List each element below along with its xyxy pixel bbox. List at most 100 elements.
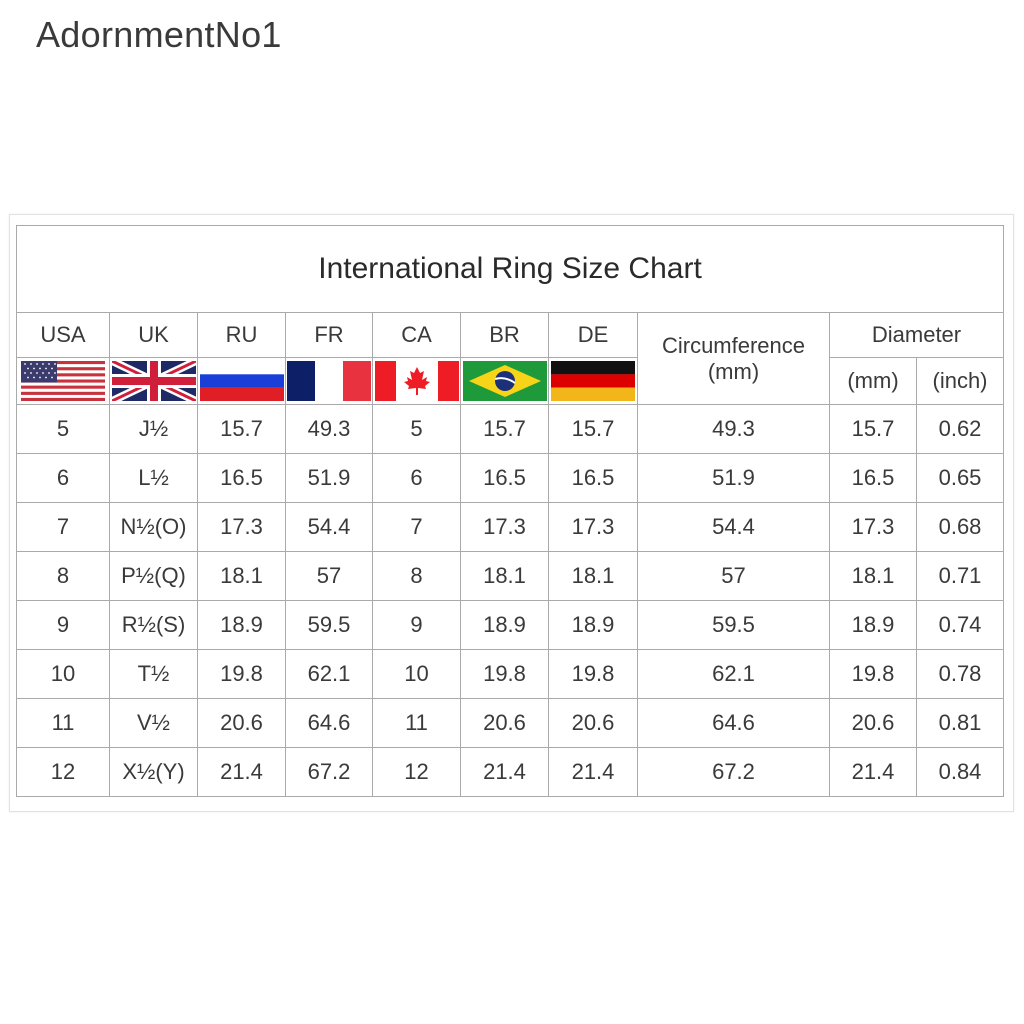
- cell-diameter-mm: 19.8: [829, 649, 917, 699]
- diameter-inch-header: (inch): [915, 357, 1005, 405]
- circumference-unit: (mm): [707, 358, 760, 384]
- cell-br: 16.5: [460, 453, 549, 503]
- table-row: 11 V½ 20.6 64.6 11 20.6 20.6 64.6 20.6 0.81: [16, 698, 1005, 748]
- brazil-flag-icon: [460, 357, 549, 405]
- cell-circumference-mm: 49.3: [637, 404, 830, 454]
- table-row: 8 P½(Q) 18.1 57 8 18.1 18.1 57 18.1 0.71: [16, 551, 1005, 601]
- cell-ru: 19.8: [197, 649, 286, 699]
- cell-de: 21.4: [548, 747, 638, 797]
- cell-ru: 21.4: [197, 747, 286, 797]
- header-uk: UK: [109, 312, 198, 358]
- cell-ca: 5: [372, 404, 461, 454]
- table-row: 5 J½ 15.7 49.3 5 15.7 15.7 49.3 15.7 0.62: [16, 404, 1005, 454]
- cell-diameter-mm: 15.7: [829, 404, 917, 454]
- cell-fr: 57: [285, 551, 373, 601]
- cell-circumference-mm: 62.1: [637, 649, 830, 699]
- cell-diameter-mm: 20.6: [829, 698, 917, 748]
- header-de: DE: [548, 312, 638, 358]
- cell-de: 19.8: [548, 649, 638, 699]
- cell-usa: 11: [16, 698, 110, 748]
- cell-diameter-mm: 18.9: [829, 600, 917, 650]
- cell-br: 15.7: [460, 404, 549, 454]
- cell-circumference-mm: 54.4: [637, 502, 830, 552]
- cell-diameter-mm: 18.1: [829, 551, 917, 601]
- cell-de: 15.7: [548, 404, 638, 454]
- cell-diameter-mm: 16.5: [829, 453, 917, 503]
- cell-circumference-mm: 64.6: [637, 698, 830, 748]
- cell-ca: 6: [372, 453, 461, 503]
- cell-uk: X½(Y): [109, 747, 198, 797]
- cell-diameter-mm: 17.3: [829, 502, 917, 552]
- russia-flag-icon: [197, 357, 286, 405]
- cell-br: 17.3: [460, 502, 549, 552]
- cell-diameter-inch: 0.84: [915, 747, 1005, 797]
- cell-br: 20.6: [460, 698, 549, 748]
- cell-uk: L½: [109, 453, 198, 503]
- cell-diameter-inch: 0.65: [915, 453, 1005, 503]
- us-flag-icon: [16, 357, 110, 405]
- cell-usa: 6: [16, 453, 110, 503]
- cell-de: 18.9: [548, 600, 638, 650]
- header-ru: RU: [197, 312, 286, 358]
- cell-fr: 51.9: [285, 453, 373, 503]
- cell-usa: 5: [16, 404, 110, 454]
- cell-de: 20.6: [548, 698, 638, 748]
- header-br: BR: [460, 312, 549, 358]
- cell-ru: 18.9: [197, 600, 286, 650]
- table-row: 6 L½ 16.5 51.9 6 16.5 16.5 51.9 16.5 0.65: [16, 453, 1005, 503]
- cell-diameter-inch: 0.62: [915, 404, 1005, 454]
- cell-ca: 8: [372, 551, 461, 601]
- cell-br: 21.4: [460, 747, 549, 797]
- header-fr: FR: [285, 312, 373, 358]
- chart-frame: [9, 214, 1014, 812]
- cell-ca: 7: [372, 502, 461, 552]
- cell-fr: 59.5: [285, 600, 373, 650]
- uk-flag-icon: [109, 357, 198, 405]
- header-circumference: Circumference (mm): [637, 312, 830, 405]
- cell-uk: V½: [109, 698, 198, 748]
- cell-usa: 9: [16, 600, 110, 650]
- cell-ca: 11: [372, 698, 461, 748]
- cell-usa: 10: [16, 649, 110, 699]
- cell-diameter-mm: 21.4: [829, 747, 917, 797]
- cell-ru: 16.5: [197, 453, 286, 503]
- cell-ca: 9: [372, 600, 461, 650]
- table-row: 10 T½ 19.8 62.1 10 19.8 19.8 62.1 19.8 0.78: [16, 649, 1005, 699]
- cell-circumference-mm: 67.2: [637, 747, 830, 797]
- table-row: 9 R½(S) 18.9 59.5 9 18.9 18.9 59.5 18.9 0.74: [16, 600, 1005, 650]
- cell-usa: 7: [16, 502, 110, 552]
- france-flag-icon: [285, 357, 373, 405]
- diameter-mm-header: (mm): [829, 357, 917, 405]
- cell-fr: 49.3: [285, 404, 373, 454]
- table-row: 7 N½(O) 17.3 54.4 7 17.3 17.3 54.4 17.3 0.68: [16, 502, 1005, 552]
- cell-ru: 15.7: [197, 404, 286, 454]
- cell-uk: P½(Q): [109, 551, 198, 601]
- cell-de: 18.1: [548, 551, 638, 601]
- cell-diameter-inch: 0.78: [915, 649, 1005, 699]
- table-row: 12 X½(Y) 21.4 67.2 12 21.4 21.4 67.2 21.4 0.84: [16, 747, 1005, 797]
- cell-ru: 18.1: [197, 551, 286, 601]
- cell-uk: T½: [109, 649, 198, 699]
- cell-ca: 10: [372, 649, 461, 699]
- cell-ru: 17.3: [197, 502, 286, 552]
- cell-br: 18.1: [460, 551, 549, 601]
- cell-circumference-mm: 59.5: [637, 600, 830, 650]
- header-ca: CA: [372, 312, 461, 358]
- cell-circumference-mm: 57: [637, 551, 830, 601]
- cell-fr: 64.6: [285, 698, 373, 748]
- cell-fr: 54.4: [285, 502, 373, 552]
- header-diameter: Diameter: [828, 312, 1005, 358]
- cell-de: 17.3: [548, 502, 638, 552]
- cell-uk: R½(S): [109, 600, 198, 650]
- ring-size-table: International Ring Size Chart USA UK RU …: [15, 225, 1005, 797]
- chart-title: International Ring Size Chart: [15, 225, 1005, 313]
- circumference-label: Circumference: [661, 332, 806, 358]
- cell-uk: N½(O): [109, 502, 198, 552]
- cell-fr: 67.2: [285, 747, 373, 797]
- cell-de: 16.5: [548, 453, 638, 503]
- cell-uk: J½: [109, 404, 198, 454]
- cell-ru: 20.6: [197, 698, 286, 748]
- header-usa: USA: [16, 312, 110, 358]
- canada-flag-icon: [372, 357, 461, 405]
- cell-br: 18.9: [460, 600, 549, 650]
